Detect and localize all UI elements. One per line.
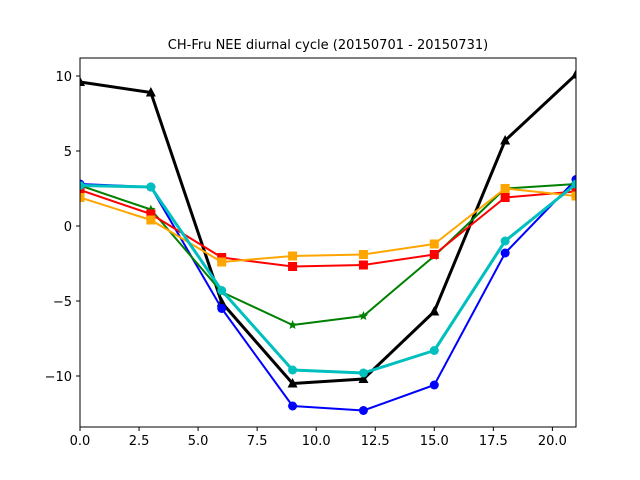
data-point [500, 193, 510, 202]
data-point [146, 215, 156, 225]
data-point [429, 346, 439, 355]
data-point [358, 406, 368, 415]
data-point [429, 239, 439, 249]
data-point [500, 184, 510, 193]
data-point [288, 401, 298, 411]
data-point [500, 135, 511, 145]
data-point [217, 286, 227, 295]
data-point [571, 69, 576, 79]
data-point [358, 311, 369, 321]
data-point [288, 251, 298, 261]
x-tick-label: 7.5 [247, 434, 268, 449]
x-tick-label: 10.0 [302, 434, 331, 449]
data-point [80, 181, 85, 190]
y-tick-label: 10 [55, 70, 72, 85]
data-point [146, 209, 156, 219]
data-point [429, 306, 440, 316]
data-point [500, 248, 510, 258]
data-point [146, 182, 156, 192]
y-tick-label: −5 [53, 295, 72, 310]
data-point [429, 380, 439, 390]
axes-frame [79, 57, 577, 428]
plot-area [80, 69, 576, 415]
data-point [500, 236, 510, 246]
x-tick-label: 5.0 [188, 434, 209, 449]
chart-title: CH-Fru NEE diurnal cycle (20150701 - 201… [168, 38, 488, 53]
data-point [358, 368, 368, 378]
data-point [80, 76, 85, 86]
data-point [429, 250, 439, 259]
x-tick-label: 2.5 [129, 434, 150, 449]
series-line-3 [80, 189, 576, 268]
data-point [571, 191, 576, 201]
data-point [217, 257, 227, 267]
data-point [358, 250, 368, 259]
data-point [288, 262, 298, 271]
series-line-0 [80, 73, 576, 385]
data-point [358, 373, 369, 383]
data-point [358, 260, 368, 270]
series-line-4 [80, 187, 576, 263]
series-line-2 [80, 183, 576, 326]
data-point [80, 193, 85, 202]
x-tick-label: 17.5 [479, 434, 508, 449]
x-tick-label: 0.0 [70, 434, 91, 449]
series-line-1 [80, 178, 576, 412]
data-point [146, 204, 156, 214]
data-point [287, 320, 298, 330]
y-tick-label: 5 [64, 145, 72, 160]
data-point [80, 185, 85, 195]
axes: 0.0 2.5 5.0 7.5 10.0 12.5 15.0 17.5 20.0 10 5 0 −5 −1… [45, 57, 577, 449]
data-point [287, 378, 298, 388]
x-tick-label: 12.5 [361, 434, 390, 449]
data-point [217, 304, 227, 313]
series-line-5 [80, 182, 576, 375]
data-point [145, 87, 156, 97]
x-tick-label: 20.0 [538, 434, 567, 449]
y-tick-label: −10 [45, 370, 72, 385]
y-tick-label: 0 [64, 220, 72, 235]
x-tick-label: 15.0 [420, 434, 449, 449]
data-point [571, 179, 576, 189]
data-point [288, 365, 298, 375]
